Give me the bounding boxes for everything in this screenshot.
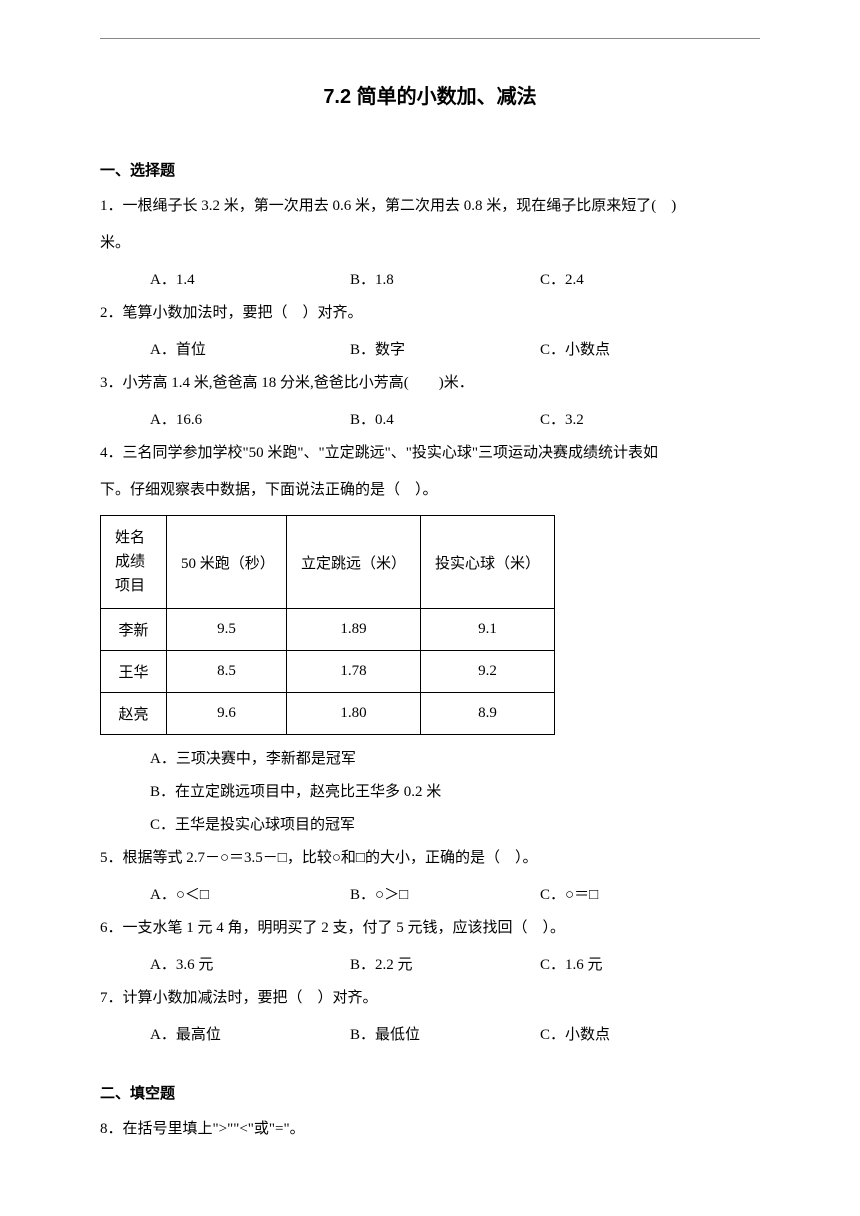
table-row: 王华 8.5 1.78 9.2 [101, 651, 555, 693]
row2-v2: 8.9 [421, 693, 555, 735]
q6-option-c: C．1.6 元 [540, 949, 680, 982]
q5-option-b: B．○＞□ [350, 879, 540, 912]
row1-name: 王华 [101, 651, 167, 693]
table-row: 赵亮 9.6 1.80 8.9 [101, 693, 555, 735]
q3-option-a: A．16.6 [150, 404, 350, 437]
q6-options: A．3.6 元 B．2.2 元 C．1.6 元 [100, 949, 760, 982]
table-col-1: 立定跳远（米） [287, 516, 421, 609]
q7-option-a: A．最高位 [150, 1019, 350, 1052]
hdr-line-0: 姓名 [115, 526, 152, 550]
q7-options: A．最高位 B．最低位 C．小数点 [100, 1019, 760, 1052]
row0-v0: 9.5 [167, 609, 287, 651]
row2-v0: 9.6 [167, 693, 287, 735]
section-one-header: 一、选择题 [100, 159, 760, 180]
q4-option-c: C．王华是投实心球项目的冠军 [150, 809, 760, 842]
top-horizontal-rule [100, 38, 760, 39]
hdr-line-1: 成绩 [115, 550, 152, 574]
q4-options: A．三项决赛中，李新都是冠军 B．在立定跳远项目中，赵亮比王华多 0.2 米 C… [100, 743, 760, 842]
row2-name: 赵亮 [101, 693, 167, 735]
row1-v2: 9.2 [421, 651, 555, 693]
q3-option-b: B．0.4 [350, 404, 540, 437]
q8-text: 8．在括号里填上">""<"或"="。 [100, 1113, 760, 1146]
row2-v1: 1.80 [287, 693, 421, 735]
q2-text: 2．笔算小数加法时，要把（ ）对齐。 [100, 297, 760, 330]
row0-name: 李新 [101, 609, 167, 651]
table-col-2: 投实心球（米） [421, 516, 555, 609]
row0-v2: 9.1 [421, 609, 555, 651]
row1-v0: 8.5 [167, 651, 287, 693]
hdr-line-2: 项目 [115, 574, 152, 598]
q2-option-c: C．小数点 [540, 334, 680, 367]
table-header-corner: 姓名 成绩 项目 [101, 516, 167, 609]
q2-options: A．首位 B．数字 C．小数点 [100, 334, 760, 367]
q5-text: 5．根据等式 2.7－○＝3.5－□，比较○和□的大小，正确的是（ ）。 [100, 842, 760, 875]
q7-option-c: C．小数点 [540, 1019, 680, 1052]
q1-option-a: A．1.4 [150, 264, 350, 297]
q1-cont: 米。 [100, 227, 760, 260]
q1-option-b: B．1.8 [350, 264, 540, 297]
q2-option-b: B．数字 [350, 334, 540, 367]
q5-option-a: A．○＜□ [150, 879, 350, 912]
row0-v1: 1.89 [287, 609, 421, 651]
q6-option-a: A．3.6 元 [150, 949, 350, 982]
row1-v1: 1.78 [287, 651, 421, 693]
table-row: 李新 9.5 1.89 9.1 [101, 609, 555, 651]
q4-cont: 下。仔细观察表中数据，下面说法正确的是（ ）。 [100, 474, 760, 507]
table-header-row: 姓名 成绩 项目 50 米跑（秒） 立定跳远（米） 投实心球（米） [101, 516, 555, 609]
q1-text: 1．一根绳子长 3.2 米，第一次用去 0.6 米，第二次用去 0.8 米，现在… [100, 190, 760, 223]
section-two-header: 二、填空题 [100, 1082, 760, 1103]
q5-option-c: C．○＝□ [540, 879, 680, 912]
q4-option-b: B．在立定跳远项目中，赵亮比王华多 0.2 米 [150, 776, 760, 809]
table-col-0: 50 米跑（秒） [167, 516, 287, 609]
q4-option-a: A．三项决赛中，李新都是冠军 [150, 743, 760, 776]
q6-text: 6．一支水笔 1 元 4 角，明明买了 2 支，付了 5 元钱，应该找回（ ）。 [100, 912, 760, 945]
q1-options: A．1.4 B．1.8 C．2.4 [100, 264, 760, 297]
q3-option-c: C．3.2 [540, 404, 680, 437]
q2-option-a: A．首位 [150, 334, 350, 367]
q6-option-b: B．2.2 元 [350, 949, 540, 982]
scores-table: 姓名 成绩 项目 50 米跑（秒） 立定跳远（米） 投实心球（米） 李新 9.5… [100, 515, 555, 735]
q3-text: 3．小芳高 1.4 米,爸爸高 18 分米,爸爸比小芳高( )米． [100, 367, 760, 400]
page-title: 7.2 简单的小数加、减法 [100, 80, 760, 109]
q1-option-c: C．2.4 [540, 264, 680, 297]
q7-option-b: B．最低位 [350, 1019, 540, 1052]
q4-text: 4．三名同学参加学校"50 米跑"、"立定跳远"、"投实心球"三项运动决赛成绩统… [100, 437, 760, 470]
q5-options: A．○＜□ B．○＞□ C．○＝□ [100, 879, 760, 912]
q3-options: A．16.6 B．0.4 C．3.2 [100, 404, 760, 437]
q7-text: 7．计算小数加减法时，要把（ ）对齐。 [100, 982, 760, 1015]
